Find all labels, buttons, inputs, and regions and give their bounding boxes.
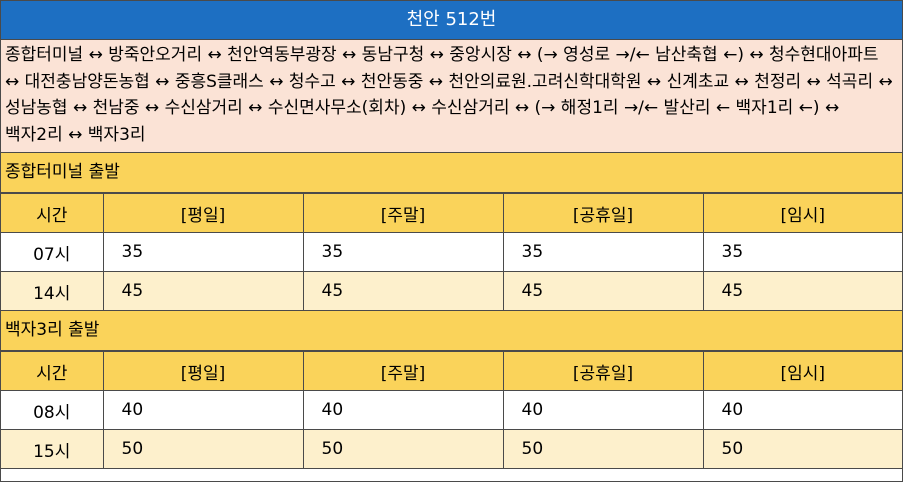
column-header-temporary: [임시]: [702, 193, 902, 233]
minute-cell: 40: [702, 390, 902, 430]
minute-cell: 45: [702, 271, 902, 311]
minute-cell: 45: [102, 271, 304, 311]
table-row: 14시 45 45 45 45: [1, 271, 902, 311]
minute-cell: 45: [302, 271, 504, 311]
timetable-baekja: 시간 [평일] [주말] [공휴일] [임시] 08시 40 40 40 40 …: [1, 351, 902, 469]
column-header-weekday: [평일]: [102, 193, 304, 233]
time-cell: 14시: [1, 271, 104, 311]
minute-cell: 35: [102, 232, 304, 272]
minute-cell: 50: [502, 429, 704, 469]
minute-cell: 35: [702, 232, 902, 272]
time-cell: 15시: [1, 429, 104, 469]
column-header-weekday: [평일]: [102, 351, 304, 391]
column-header-temporary: [임시]: [702, 351, 902, 391]
minute-cell: 35: [302, 232, 504, 272]
table-row: 15시 50 50 50 50: [1, 429, 902, 469]
table-header-row: 시간 [평일] [주말] [공휴일] [임시]: [1, 351, 902, 391]
column-header-time: 시간: [1, 193, 104, 233]
minute-cell: 40: [102, 390, 304, 430]
column-header-weekend: [주말]: [302, 351, 504, 391]
route-title: 천안 512번: [1, 1, 902, 40]
table-row: 07시 35 35 35 35: [1, 232, 902, 272]
route-stops: 종합터미널 ↔ 방죽안오거리 ↔ 천안역동부광장 ↔ 동남구청 ↔ 중앙시장 ↔…: [1, 40, 902, 153]
minute-cell: 45: [502, 271, 704, 311]
table-header-row: 시간 [평일] [주말] [공휴일] [임시]: [1, 193, 902, 233]
section-title-baekja: 백자3리 출발: [1, 311, 902, 351]
timetable-terminal: 시간 [평일] [주말] [공휴일] [임시] 07시 35 35 35 35 …: [1, 193, 902, 311]
section-title-terminal: 종합터미널 출발: [1, 153, 902, 193]
column-header-holiday: [공휴일]: [502, 193, 704, 233]
minute-cell: 50: [102, 429, 304, 469]
column-header-time: 시간: [1, 351, 104, 391]
minute-cell: 35: [502, 232, 704, 272]
minute-cell: 50: [302, 429, 504, 469]
time-cell: 07시: [1, 232, 104, 272]
column-header-holiday: [공휴일]: [502, 351, 704, 391]
minute-cell: 50: [702, 429, 902, 469]
column-header-weekend: [주말]: [302, 193, 504, 233]
table-row: 08시 40 40 40 40: [1, 390, 902, 430]
time-cell: 08시: [1, 390, 104, 430]
minute-cell: 40: [302, 390, 504, 430]
minute-cell: 40: [502, 390, 704, 430]
